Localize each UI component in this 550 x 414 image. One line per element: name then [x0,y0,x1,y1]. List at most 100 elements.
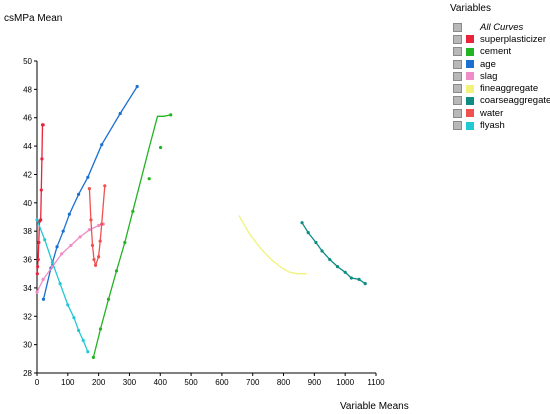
y-tick-label: 30 [23,341,32,350]
legend-label: All Curves [480,21,524,33]
point-coarseaggregate [363,282,367,286]
legend-item-fineaggregate[interactable]: fineaggregate [450,82,550,94]
legend-label: age [480,58,496,70]
x-tick-label: 500 [184,378,198,387]
point-flyash [35,218,39,222]
point-age [41,297,46,301]
y-tick-label: 46 [23,114,32,123]
point-water [89,218,93,222]
legend-item-superplasticizer[interactable]: superplasticizer [450,33,550,45]
y-tick-label: 28 [23,369,32,378]
point-age [77,192,81,196]
point-water [92,257,96,262]
x-tick-label: 900 [308,378,322,387]
legend-swatch [466,109,474,118]
x-tick-label: 800 [277,378,291,387]
x-tick-label: 1100 [367,378,385,387]
legend-swatch [466,60,474,69]
point-flyash [50,260,55,264]
legend-label: superplasticizer [480,33,546,45]
point-water [98,239,102,243]
series-age [41,84,139,301]
legend-swatch [466,23,474,31]
point-coarseaggregate [349,276,353,280]
legend-checkbox[interactable] [453,34,462,44]
y-tick-label: 36 [23,256,32,265]
point-water [100,222,104,226]
point-slag [60,252,64,256]
point-age [86,175,90,179]
point-age [61,229,65,233]
y-tick-label: 34 [23,284,32,293]
legend-swatch [466,121,474,130]
x-tick-label: 0 [35,378,40,387]
point-coarseaggregate [357,277,361,281]
point-cement [106,297,111,301]
point-cement [98,327,103,331]
y-tick-label: 48 [23,85,32,94]
point-superplasticizer [39,218,43,222]
legend-checkbox[interactable] [453,22,462,32]
legend-label: flyash [480,120,505,132]
legend-item-age[interactable]: age [450,58,550,70]
point-age [135,84,139,89]
point-coarseaggregate [320,249,324,253]
point-cement [169,113,173,117]
legend-swatch [466,47,474,56]
legend-item-flyash[interactable]: flyash [450,119,550,131]
legend-item-cement[interactable]: cement [450,46,550,58]
point-cement [158,145,163,150]
series-coarseaggregate [300,221,367,286]
point-age [55,245,59,249]
legend-checkbox[interactable] [453,47,462,57]
point-age [118,111,122,116]
x-tick-label: 300 [123,378,137,387]
x-tick-label: 100 [61,378,75,387]
series-line-fineaggregate [238,215,307,275]
point-slag [41,277,45,281]
legend-checkbox[interactable] [453,84,462,94]
point-coarseaggregate [328,257,332,262]
legend-checkbox[interactable] [453,121,462,131]
point-coarseaggregate [343,270,347,274]
x-tick-label: 600 [215,378,229,387]
series-flyash [35,218,90,354]
y-tick-label: 40 [23,199,32,208]
legend-item-all-curves[interactable]: All Curves [450,21,550,33]
legend-checkbox[interactable] [453,96,462,106]
point-superplasticizer [35,272,39,276]
legend-checkbox[interactable] [453,108,462,118]
legend-item-slag[interactable]: slag [450,70,550,82]
point-water [97,255,101,259]
legend-checkbox[interactable] [453,71,462,81]
point-superplasticizer [40,157,44,161]
point-flyash [86,350,90,354]
y-tick-label: 50 [23,57,32,66]
series-line-age [42,86,138,300]
point-water [90,243,95,247]
point-superplasticizer [36,257,40,262]
legend-swatch [466,96,474,105]
legend-item-coarseaggregate[interactable]: coarseaggregate [450,95,550,107]
point-slag [35,290,39,294]
y-tick-label: 38 [23,227,32,236]
point-water [103,184,107,188]
legend-swatch [466,35,474,44]
point-cement [114,269,119,273]
point-coarseaggregate [306,231,310,235]
axes [36,61,376,374]
point-slag [69,243,73,247]
series-fineaggregate [238,215,307,275]
point-slag [87,228,91,232]
series-water [87,184,107,268]
x-axis-label: Variable Means [340,401,409,412]
legend-checkbox[interactable] [453,59,462,69]
legend-swatch [466,84,474,93]
series-line-coarseaggregate [301,222,366,285]
legend-item-water[interactable]: water [450,107,550,119]
point-flyash [43,238,47,242]
y-axis-label: csMPa Mean [4,13,63,24]
point-age [100,143,104,147]
